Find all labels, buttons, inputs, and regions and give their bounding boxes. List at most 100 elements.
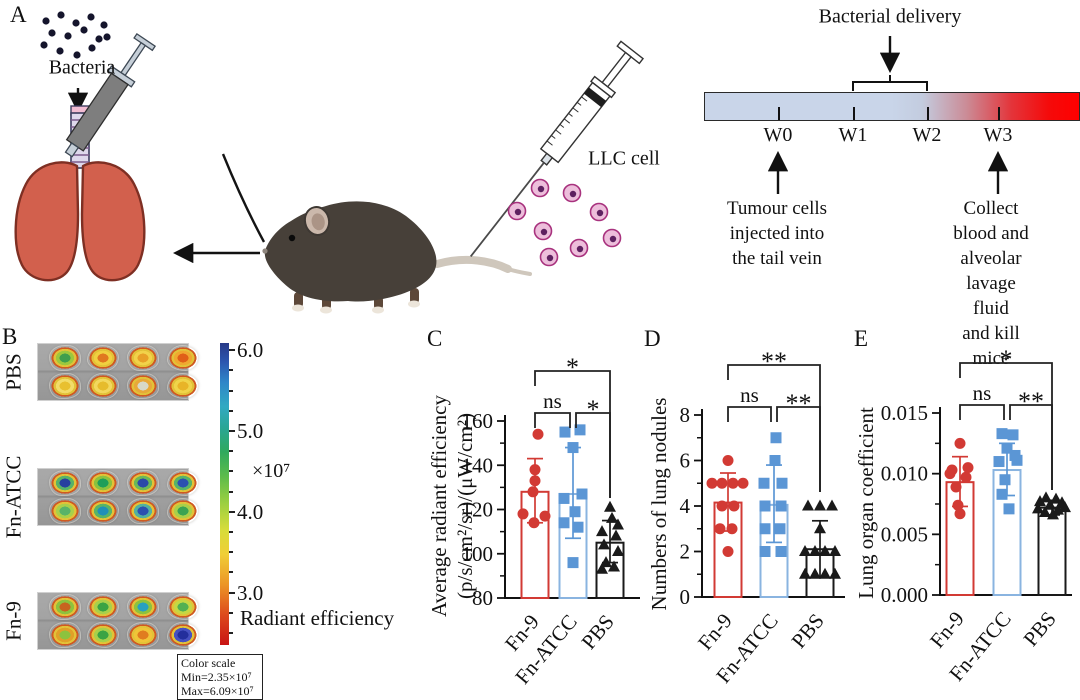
scatter-point xyxy=(576,488,588,500)
colorbar-tick-label: 4.0 xyxy=(237,499,264,524)
week-label-w2: W2 xyxy=(912,124,942,146)
scatter-point xyxy=(567,442,579,454)
scatter-point xyxy=(529,475,541,487)
week-label-w3: W3 xyxy=(983,124,1013,146)
mouse-icon xyxy=(262,201,532,314)
scatter-point xyxy=(1032,502,1044,514)
lung-blob xyxy=(128,499,158,523)
colorbar-minor-tick xyxy=(229,631,233,634)
lung-blob xyxy=(50,623,80,647)
scatter-point xyxy=(527,486,539,498)
group-label-fn-9: Fn-9 xyxy=(1,601,26,641)
delivery-bracket xyxy=(852,81,928,91)
lung-strip-fn-9 xyxy=(38,593,198,649)
colorbar-multiplier: ×10⁷ xyxy=(252,460,291,482)
scatter-point xyxy=(1040,491,1052,503)
lung-blob xyxy=(128,471,158,495)
scatter-point xyxy=(706,477,718,489)
sig-bracket xyxy=(959,404,1005,420)
mouse-tail xyxy=(433,255,512,273)
lung-blob xyxy=(50,374,80,398)
scatter-point xyxy=(727,477,739,489)
scatter-point xyxy=(722,455,734,466)
scatter-point xyxy=(759,546,771,557)
bacteria-label: Bacteria xyxy=(48,56,116,79)
colorbar-minor-tick xyxy=(229,490,233,493)
scatter-point xyxy=(799,567,811,579)
sig-bracket xyxy=(534,412,571,428)
lung-blob xyxy=(88,499,118,523)
syringe-gray-tube xyxy=(221,153,266,243)
scatter-point xyxy=(569,506,581,518)
scatter-point xyxy=(819,545,831,556)
colorbar-tick-label: 3.0 xyxy=(237,580,264,605)
sig-label: * xyxy=(566,353,579,382)
colorbar-major-tick xyxy=(229,591,235,594)
colorbar-minor-tick xyxy=(229,530,233,533)
colorbar-minor-tick xyxy=(229,551,233,554)
color-scale-min: Min=2.35×10⁷ xyxy=(181,670,252,685)
y-tick-label: 0.000 xyxy=(881,583,928,607)
colorbar-minor-tick xyxy=(229,611,233,614)
scatter-point xyxy=(814,522,826,534)
scatter-point xyxy=(1059,501,1071,513)
colorbar-major-tick xyxy=(229,510,235,513)
colorbar-tick-label: 5.0 xyxy=(237,419,264,444)
color-scale-box: Color scale Min=2.35×10⁷ Max=6.09×10⁷ xyxy=(177,654,263,700)
sig-label: ** xyxy=(786,389,812,418)
lung-blob xyxy=(168,471,198,495)
category-label: Fn-9 xyxy=(693,609,737,655)
group-label-fn-atcc: Fn-ATCC xyxy=(1,455,26,539)
scatter-point xyxy=(716,477,728,489)
sig-bracket xyxy=(1009,404,1053,490)
panel-c-label: C xyxy=(427,326,443,351)
scatter-point xyxy=(960,471,972,483)
scatter-point xyxy=(1007,429,1019,441)
y-tick-label: 100 xyxy=(462,542,494,566)
group-label-pbs: PBS xyxy=(1,353,26,391)
lung-blob xyxy=(88,471,118,495)
scatter-point xyxy=(1039,505,1051,517)
sig-label: * xyxy=(1000,345,1013,374)
scatter-point xyxy=(1047,508,1059,520)
scatter-point xyxy=(558,517,570,529)
scatter-point xyxy=(1011,454,1023,466)
colorbar xyxy=(220,343,229,645)
lung-blob xyxy=(50,499,80,523)
lung-blob xyxy=(50,346,80,370)
category-label: PBS xyxy=(576,610,618,654)
scatter-point xyxy=(722,546,734,557)
scatter-point xyxy=(996,428,1008,440)
y-tick-label: 0 xyxy=(680,585,691,609)
colorbar-major-tick xyxy=(229,349,235,352)
lung-blob xyxy=(88,623,118,647)
lung-blob xyxy=(168,346,198,370)
scatter-point xyxy=(802,499,814,511)
mouse-body xyxy=(264,201,437,302)
scatter-point xyxy=(1034,495,1046,507)
scatter-point xyxy=(759,523,771,535)
lung-strip-fn-atcc xyxy=(38,469,198,525)
scatter-point xyxy=(819,567,831,579)
sig-label: * xyxy=(587,395,600,424)
lung-blob xyxy=(88,346,118,370)
colorbar-minor-tick xyxy=(229,369,233,372)
sig-label: ns xyxy=(740,383,759,407)
bacteria-dots-icon xyxy=(40,11,111,59)
sig-bracket xyxy=(776,406,821,492)
lung-blob xyxy=(168,374,198,398)
scatter-point xyxy=(1003,503,1015,515)
mouse-eye xyxy=(288,234,296,242)
y-tick-label: 0.005 xyxy=(881,522,928,546)
scatter-point xyxy=(737,477,749,489)
y-tick-label: 140 xyxy=(462,453,494,477)
y-tick-label: 160 xyxy=(462,409,494,433)
scatter-point xyxy=(608,560,620,572)
scatter-point xyxy=(559,426,571,438)
scatter-point xyxy=(1050,492,1062,504)
lung-blob xyxy=(88,374,118,398)
timeline-tick-w1 xyxy=(852,107,855,120)
